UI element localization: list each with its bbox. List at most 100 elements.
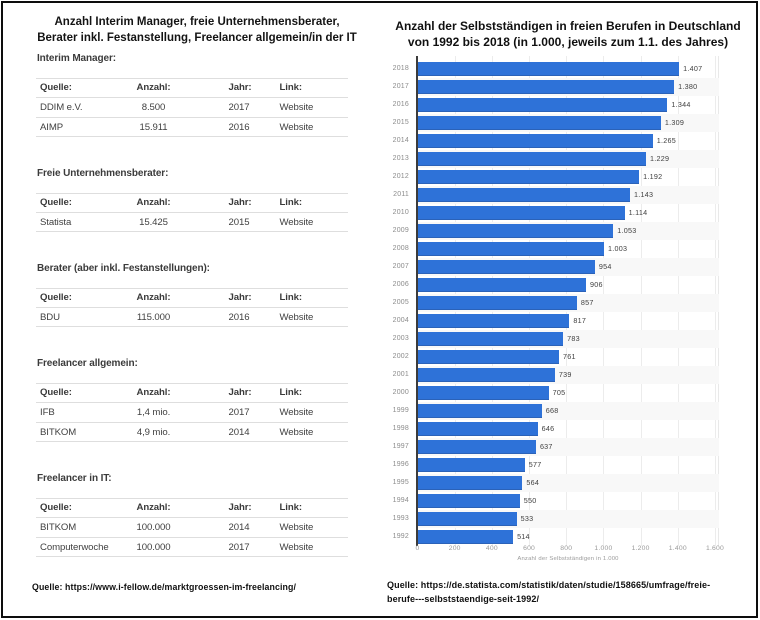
cell-link-website[interactable]: Website bbox=[279, 521, 314, 533]
bar[interactable] bbox=[417, 349, 559, 364]
bar-row: 2005 857 bbox=[393, 293, 719, 312]
bar[interactable] bbox=[417, 205, 625, 220]
bar-value-label: 550 bbox=[523, 495, 537, 505]
bar[interactable] bbox=[417, 511, 517, 526]
cell-link-website[interactable]: Website bbox=[279, 406, 314, 418]
cell-jahr: 2015 bbox=[228, 216, 250, 228]
table-row: Statista 15.425 2015 Website bbox=[36, 211, 348, 232]
bar-value-label: 857 bbox=[580, 297, 594, 307]
cell-link-website[interactable]: Website bbox=[279, 541, 314, 553]
y-axis-year-label: 2004 bbox=[392, 316, 409, 324]
bar[interactable] bbox=[417, 367, 555, 382]
cell-jahr: 2016 bbox=[228, 311, 250, 323]
left-source-url[interactable]: Quelle: https://www.i-fellow.de/marktgro… bbox=[32, 582, 297, 592]
cell-jahr: 2017 bbox=[228, 406, 250, 418]
cell-quelle: AIMP bbox=[40, 121, 64, 133]
column-header-link: Link: bbox=[279, 81, 303, 93]
x-tick-label: 800 bbox=[560, 545, 573, 552]
bar-row: 2016 1.344 bbox=[393, 96, 719, 114]
bar-value-label: 954 bbox=[598, 261, 612, 271]
data-table: Quelle: Anzahl: Jahr: Link: IFB 1,4 mio.… bbox=[36, 382, 348, 442]
bar[interactable] bbox=[417, 133, 653, 148]
bar[interactable] bbox=[417, 259, 595, 274]
column-header-quelle: Quelle: bbox=[40, 81, 72, 93]
bar[interactable] bbox=[417, 295, 577, 310]
y-axis-year-label: 2016 bbox=[392, 100, 409, 108]
bar[interactable] bbox=[417, 61, 680, 76]
cell-link-website[interactable]: Website bbox=[279, 426, 314, 438]
cell-anzahl: 100.000 bbox=[136, 541, 171, 553]
data-table: Quelle: Anzahl: Jahr: Link: Statista 15.… bbox=[36, 192, 348, 232]
x-axis-title: Anzahl der Selbstständigen in 1.000 bbox=[517, 556, 619, 562]
y-axis-year-label: 2011 bbox=[393, 190, 409, 198]
y-axis-year-label: 1999 bbox=[392, 406, 409, 414]
cell-link-website[interactable]: Website bbox=[279, 311, 314, 323]
bar[interactable] bbox=[417, 331, 564, 346]
column-header-jahr: Jahr: bbox=[228, 291, 252, 303]
table-body: BITKOM 100.000 2014 Website Computerwoch… bbox=[36, 516, 348, 557]
x-tick-label: 600 bbox=[523, 545, 536, 552]
bar[interactable] bbox=[417, 385, 549, 400]
bar-chart-plot-area: 2018 1.407 2017 1.380 2016 1.344 2015 1.… bbox=[393, 55, 719, 546]
bar[interactable] bbox=[417, 277, 586, 292]
cell-link-website[interactable]: Website bbox=[279, 216, 314, 228]
bar[interactable] bbox=[417, 475, 523, 490]
chart-title-line1: Anzahl der Selbstständigen in freien Ber… bbox=[395, 18, 741, 33]
column-header-link: Link: bbox=[279, 501, 303, 513]
bar[interactable] bbox=[417, 313, 570, 328]
bar[interactable] bbox=[417, 439, 536, 454]
bar-value-label: 1.143 bbox=[634, 189, 654, 199]
bar[interactable] bbox=[417, 115, 661, 130]
cell-jahr: 2016 bbox=[228, 121, 250, 133]
bar-row: 2001 739 bbox=[393, 365, 719, 384]
bar[interactable] bbox=[417, 223, 614, 238]
y-axis-line bbox=[416, 55, 418, 546]
table-row: Computerwoche 100.000 2017 Website bbox=[36, 536, 348, 557]
bar-row: 2003 783 bbox=[393, 329, 719, 348]
column-header-jahr: Jahr: bbox=[228, 386, 252, 398]
chart-source-url[interactable]: Quelle: https://de.statista.com/statisti… bbox=[387, 580, 711, 604]
bar[interactable] bbox=[417, 529, 514, 544]
bar-value-label: 906 bbox=[589, 279, 603, 289]
section-heading: Freelancer in IT: bbox=[37, 473, 112, 484]
section-heading: Berater (aber inkl. Festanstellungen): bbox=[37, 263, 210, 274]
column-header-link: Link: bbox=[279, 196, 303, 208]
bar-value-label: 668 bbox=[545, 405, 559, 415]
bar[interactable] bbox=[417, 493, 520, 508]
bar[interactable] bbox=[417, 457, 525, 472]
bar[interactable] bbox=[417, 79, 675, 94]
bar-value-label: 533 bbox=[520, 513, 534, 523]
bar[interactable] bbox=[417, 169, 640, 184]
table-sections: Interim Manager: Quelle: Anzahl: Jahr: L… bbox=[36, 53, 348, 557]
bar-row: 2015 1.309 bbox=[393, 113, 719, 132]
bar[interactable] bbox=[417, 403, 542, 418]
bar[interactable] bbox=[417, 241, 604, 256]
left-title-line1: Anzahl Interim Manager, freie Unternehme… bbox=[54, 15, 340, 28]
bar-value-label: 577 bbox=[528, 459, 542, 469]
chart-title-line2: von 1992 bis 2018 (in 1.000, jeweils zum… bbox=[407, 34, 729, 49]
cell-quelle: Statista bbox=[40, 216, 72, 228]
bar-row: 1996 577 bbox=[393, 456, 719, 474]
bar[interactable] bbox=[417, 421, 538, 436]
bar-row: 2008 1.003 bbox=[393, 240, 719, 258]
bar-row: 1999 668 bbox=[393, 401, 719, 420]
y-axis-year-label: 2014 bbox=[392, 136, 409, 144]
bar-row: 2018 1.407 bbox=[393, 60, 719, 78]
bar-row: 2010 1.114 bbox=[393, 204, 719, 222]
bar-row: 1994 550 bbox=[393, 492, 719, 510]
x-tick-label: 1.200 bbox=[631, 545, 650, 552]
bar-value-label: 705 bbox=[552, 387, 566, 397]
bar[interactable] bbox=[417, 97, 668, 112]
bar-row: 2009 1.053 bbox=[393, 221, 719, 240]
cell-link-website[interactable]: Website bbox=[279, 101, 314, 113]
bar[interactable] bbox=[417, 151, 647, 166]
column-header-anzahl: Anzahl: bbox=[136, 196, 171, 208]
data-table: Quelle: Anzahl: Jahr: Link: DDIM e.V. 8.… bbox=[36, 77, 348, 137]
bar-value-label: 1.380 bbox=[678, 81, 698, 91]
column-header-anzahl: Anzahl: bbox=[136, 501, 171, 513]
cell-jahr: 2014 bbox=[228, 426, 250, 438]
table-row: DDIM e.V. 8.500 2017 Website bbox=[36, 96, 348, 117]
cell-link-website[interactable]: Website bbox=[279, 121, 314, 133]
bar[interactable] bbox=[417, 187, 631, 202]
y-axis-year-label: 2002 bbox=[392, 352, 409, 360]
